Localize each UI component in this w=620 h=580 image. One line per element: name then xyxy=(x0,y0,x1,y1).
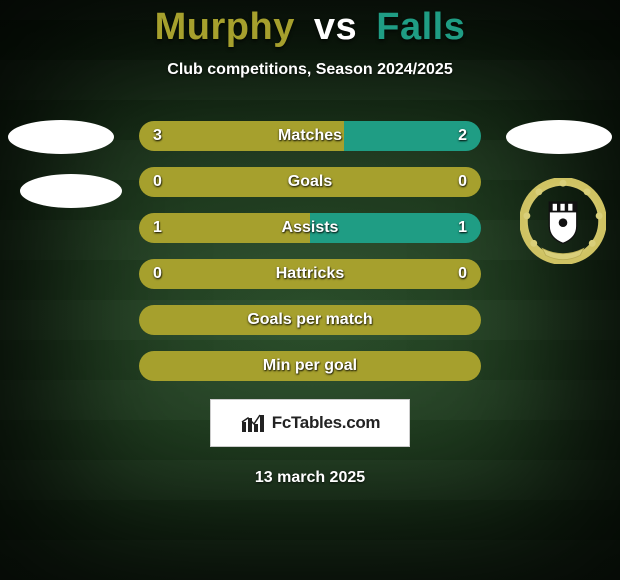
stat-fill-left xyxy=(139,213,310,243)
stat-fill-left xyxy=(139,305,481,335)
stat-fill-left xyxy=(139,259,481,289)
stat-row: Goals00 xyxy=(139,167,481,197)
team-right-badge-1 xyxy=(506,120,612,154)
stat-fill-right xyxy=(310,213,481,243)
stat-row: Matches32 xyxy=(139,121,481,151)
date: 13 march 2025 xyxy=(255,469,365,487)
page-title: Murphy vs Falls xyxy=(155,6,466,49)
brand-text: FcTables.com xyxy=(272,413,381,433)
subtitle: Club competitions, Season 2024/2025 xyxy=(167,61,452,79)
stats-bars: Matches32 Goals00 Assists11 Hattricks00 Goal… xyxy=(139,121,481,381)
stat-row: Assists11 xyxy=(139,213,481,243)
stat-row: Hattricks00 xyxy=(139,259,481,289)
stat-fill-left xyxy=(139,121,344,151)
stat-fill-left xyxy=(139,351,481,381)
team-right-crest xyxy=(520,178,606,264)
title-player1: Murphy xyxy=(155,6,295,48)
stat-fill-right xyxy=(344,121,481,151)
team-left-badge-1 xyxy=(8,120,114,154)
stat-fill-left xyxy=(139,167,481,197)
title-vs: vs xyxy=(314,6,357,48)
stat-row: Min per goal xyxy=(139,351,481,381)
team-left-badge-2 xyxy=(20,174,122,208)
title-player2: Falls xyxy=(376,6,465,48)
brand-icon xyxy=(240,412,266,434)
brand-badge: FcTables.com xyxy=(210,399,410,447)
stat-row: Goals per match xyxy=(139,305,481,335)
